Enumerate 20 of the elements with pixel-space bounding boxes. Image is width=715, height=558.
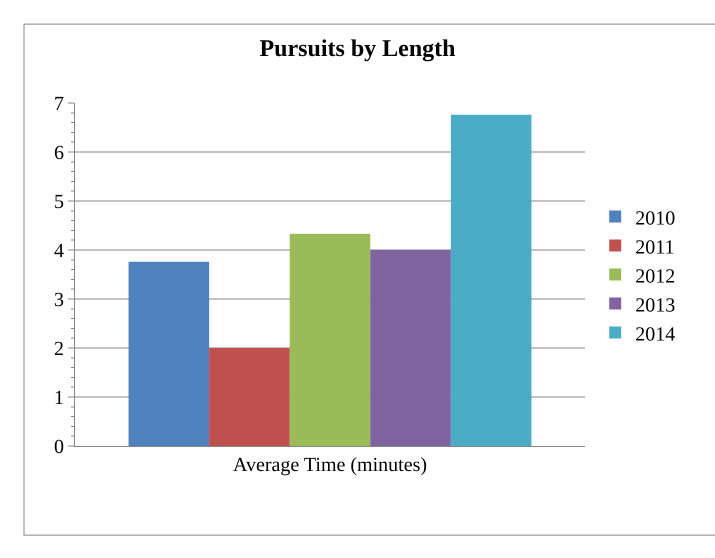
bar: [370, 250, 451, 446]
y-tick-label: 0: [54, 436, 64, 458]
bar: [450, 114, 532, 446]
legend-label: 2012: [635, 265, 676, 288]
bar: [128, 262, 210, 446]
y-tick-label: 5: [54, 191, 64, 213]
x-tick-label: Average Time (minutes): [232, 454, 428, 476]
y-tick-label: 6: [54, 142, 64, 164]
bar: [209, 348, 290, 446]
y-tick-label: 2: [54, 338, 64, 360]
y-tick-label: 7: [54, 93, 64, 115]
legend-label: 2013: [635, 294, 676, 316]
bar: [290, 234, 370, 446]
legend-label: 2011: [635, 236, 674, 258]
y-tick-label: 4: [54, 240, 64, 262]
chart-title: Pursuits by Length: [259, 36, 456, 62]
y-tick-label: 3: [54, 289, 64, 311]
legend-label: 2010: [635, 207, 676, 230]
y-tick-label: 1: [54, 387, 64, 409]
legend-label: 2014: [635, 323, 676, 346]
